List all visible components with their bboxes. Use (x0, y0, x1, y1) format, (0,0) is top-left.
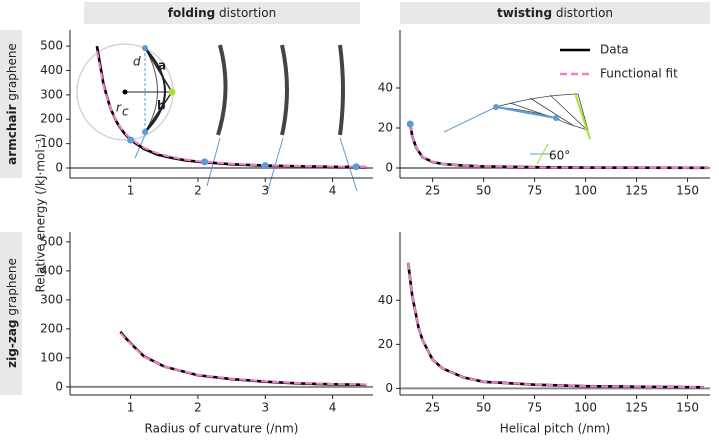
legend-label: Functional fit (600, 67, 678, 81)
x-tick-label: 4 (329, 401, 337, 415)
highlight-point (261, 162, 269, 170)
annotation: 60° (549, 149, 570, 163)
annotation: d (133, 55, 141, 69)
row-label: armchair graphene (5, 43, 19, 165)
highlight-point (127, 136, 135, 144)
header-bold: twisting (497, 6, 552, 20)
y-tick-label: 400 (40, 263, 63, 277)
x-tick-label: 1 (127, 401, 135, 415)
y-tick-label: 0 (55, 379, 63, 393)
y-tick-label: 500 (40, 39, 63, 53)
legend-label: Data (600, 43, 629, 57)
y-tick-label: 0 (385, 161, 393, 175)
y-tick-label: 40 (378, 293, 393, 307)
series-line (95, 50, 367, 168)
x-tick-label: 4 (329, 184, 337, 198)
x-tick-label: 50 (476, 401, 491, 415)
highlight-point (201, 158, 209, 166)
x-tick-label: 75 (527, 401, 542, 415)
column-header: folding distortion (168, 6, 276, 20)
x-tick-label: 100 (574, 184, 597, 198)
y-tick-label: 200 (40, 112, 63, 126)
header-rest: distortion (556, 6, 613, 20)
series-line (406, 262, 704, 389)
y-tick-label: 300 (40, 87, 63, 101)
x-tick-label: 25 (425, 184, 440, 198)
series-line (409, 123, 708, 169)
row-box (0, 232, 22, 395)
row-bold: armchair (5, 104, 19, 164)
y-tick-label: 20 (378, 121, 393, 135)
x-tick-label: 50 (476, 184, 491, 198)
x-tick-label: 125 (625, 401, 648, 415)
y-axis-label: Relative energy (/kJ·mol⁻¹) (34, 133, 48, 292)
x-axis-label: Helical pitch (/nm) (500, 422, 611, 436)
y-tick-label: 200 (40, 321, 63, 335)
x-tick-label: 3 (261, 401, 269, 415)
highlight-point (406, 120, 414, 128)
y-tick-label: 0 (385, 381, 393, 395)
header-box (84, 2, 360, 24)
y-tick-label: 20 (378, 337, 393, 351)
header-bold: folding (168, 6, 215, 20)
annotation: b (157, 99, 166, 113)
x-tick-label: 100 (574, 401, 597, 415)
y-tick-label: 100 (40, 350, 63, 364)
series-line (407, 262, 704, 389)
x-tick-label: 125 (625, 184, 648, 198)
series-line (119, 330, 367, 387)
x-axis-label: Radius of curvature (/nm) (145, 422, 299, 436)
column-header: twisting distortion (497, 6, 613, 20)
row-box (0, 30, 22, 178)
row-label: zig-zag graphene (5, 258, 19, 368)
annotation: r (116, 101, 122, 115)
annotation: a (158, 59, 166, 73)
folding-illustration (76, 43, 358, 192)
row-bold: zig-zag (5, 319, 19, 367)
x-tick-label: 3 (261, 184, 269, 198)
y-tick-label: 40 (378, 81, 393, 95)
y-tick-label: 300 (40, 292, 63, 306)
row-rest: graphene (5, 258, 19, 316)
x-tick-label: 150 (676, 401, 699, 415)
y-tick-label: 100 (40, 136, 63, 150)
x-tick-label: 150 (676, 184, 699, 198)
y-tick-label: 500 (40, 234, 63, 248)
x-tick-label: 1 (127, 184, 135, 198)
row-rest: graphene (5, 43, 19, 101)
x-tick-label: 2 (194, 401, 202, 415)
y-tick-label: 400 (40, 63, 63, 77)
annotation: c (122, 105, 129, 119)
y-tick-label: 0 (55, 161, 63, 175)
x-tick-label: 75 (527, 184, 542, 198)
highlight-point (352, 163, 360, 171)
twisting-illustration (443, 92, 591, 165)
x-tick-label: 25 (425, 401, 440, 415)
x-tick-label: 2 (194, 184, 202, 198)
series-line (119, 332, 367, 386)
header-box (400, 2, 710, 24)
header-rest: distortion (219, 6, 276, 20)
